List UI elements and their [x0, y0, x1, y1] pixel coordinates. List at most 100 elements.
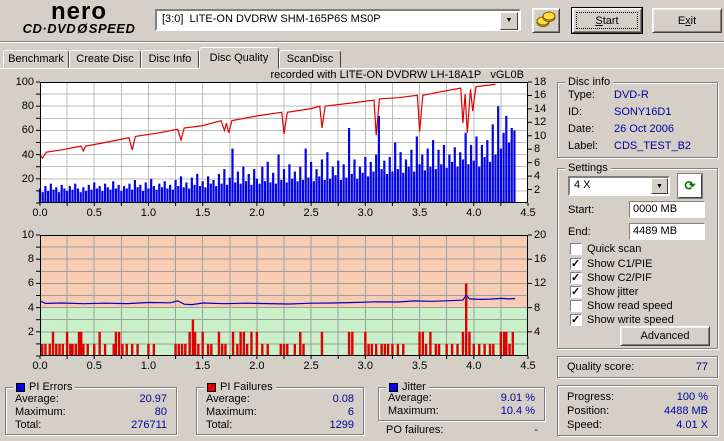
nero-wordmark: nero: [50, 0, 107, 25]
check-icon: ✓: [571, 272, 581, 284]
start-button[interactable]: Start: [571, 7, 643, 34]
chart-plot: [36, 234, 532, 359]
checkbox-quick-scan[interactable]: ✓ Quick scan: [570, 243, 641, 255]
tab-disc-quality[interactable]: Disc Quality: [199, 47, 279, 69]
jitter-legend: Jitter: [386, 381, 429, 393]
axis-tick-label: 3.0: [357, 360, 373, 372]
refresh-button[interactable]: ⟳: [678, 174, 702, 198]
disc-info-value: DVD-R: [614, 89, 649, 101]
checkbox-box[interactable]: ✓: [570, 300, 582, 312]
checkbox-label: Show jitter: [587, 286, 639, 298]
axis-tick-label: 0.0: [32, 360, 48, 372]
checkbox-box[interactable]: ✓: [570, 286, 582, 298]
stat-value: 0.08: [332, 393, 354, 405]
stat-row: Average: 20.97: [15, 393, 167, 405]
axis-tick-label: 2.0: [249, 360, 265, 372]
start-label-key: S: [595, 14, 603, 27]
disc-info-label: Date:: [568, 123, 595, 135]
axis-tick-label: 12: [534, 277, 547, 290]
stat-label: Total:: [206, 419, 233, 431]
cheese-icon: [536, 11, 556, 27]
checkbox-show-write-speed[interactable]: ✓ Show write speed: [570, 314, 674, 326]
stat-row: Total: 276711: [15, 419, 167, 431]
axis-tick-label: 4.5: [520, 360, 536, 372]
axis-tick-label: 60: [21, 124, 34, 137]
chevron-down-icon[interactable]: ▼: [500, 12, 518, 30]
tab-create-disc[interactable]: Create Disc: [69, 50, 141, 68]
chart-plot: [36, 81, 532, 206]
pi-failures-legend: PI Failures: [204, 381, 276, 393]
stat-value: 80: [154, 406, 167, 418]
checkbox-box[interactable]: ✓: [570, 272, 582, 284]
checkbox-show-c2-pif[interactable]: ✓ Show C2/PIF: [570, 272, 652, 284]
axis-tick-label: 4.0: [466, 207, 482, 219]
stat-row: Maximum: 80: [15, 406, 167, 418]
status-value: 4488 MB: [663, 405, 708, 417]
tab-benchmark[interactable]: Benchmark: [3, 50, 69, 68]
stat-label: Maximum:: [388, 405, 439, 417]
axis-tick-label: 3.5: [411, 207, 428, 219]
scan-speed-select[interactable]: 4 X ▼: [568, 176, 670, 196]
nero-logo: nero CD·DVDØSPEED: [8, 0, 150, 36]
checkbox-box[interactable]: ✓: [570, 243, 582, 255]
exit-button[interactable]: Exit: [652, 8, 722, 33]
tab-disc-info[interactable]: Disc Info: [141, 50, 199, 68]
status-panel: Progress: 100 % Position: 4488 MB Speed: 4.…: [557, 385, 718, 436]
pi-errors-bars: [38, 106, 516, 203]
stat-value: 1299: [329, 419, 354, 431]
end-field[interactable]: 4489 MB: [629, 223, 705, 240]
pi-failures-legend-label: PI Failures: [220, 381, 273, 393]
axis-tick-label: 1.5: [195, 207, 211, 219]
checkbox-show-read-speed[interactable]: ✓ Show read speed: [570, 300, 673, 312]
stat-label: Average:: [206, 393, 250, 405]
disc-info-panel: Disc info Type: DVD-R ID: SONY16D1 Date: 26…: [557, 76, 718, 158]
chart-title: recorded with LITE-ON DVDRW LH-18A1P vGL…: [270, 69, 525, 81]
advanced-button[interactable]: Advanced: [620, 326, 710, 346]
exit-label-pre: E: [677, 14, 686, 27]
checkbox-box[interactable]: ✓: [570, 314, 582, 326]
checkbox-label: Show read speed: [587, 300, 673, 312]
axis-tick-label: 2: [27, 325, 34, 338]
stat-row: Maximum: 6: [206, 406, 354, 418]
axis-tick-label: 4: [534, 170, 541, 183]
disc-info-value: CDS_TEST_B2: [614, 140, 692, 152]
tab-scandisc[interactable]: ScanDisc: [279, 50, 341, 68]
stat-label: Maximum:: [206, 406, 257, 418]
start-field[interactable]: 0000 MB: [629, 201, 705, 218]
axis-tick-label: 80: [21, 100, 34, 113]
axis-tick-label: 6: [534, 156, 541, 169]
axis-tick-label: 40: [21, 148, 34, 161]
stat-label: Average:: [15, 393, 59, 405]
eject-disc-button[interactable]: [532, 8, 560, 33]
quality-score-value: 77: [695, 361, 708, 373]
checkbox-show-jitter[interactable]: ✓ Show jitter: [570, 286, 638, 298]
axis-tick-label: 4.5: [520, 207, 536, 219]
chevron-down-icon[interactable]: ▼: [651, 178, 668, 194]
drive-select[interactable]: [3:0] LITE-ON DVDRW SHM-165P6S MS0P ▼: [155, 9, 521, 31]
refresh-icon: ⟳: [684, 178, 696, 193]
quality-score-row: Quality score: 77: [567, 361, 708, 373]
po-failures-row: PO failures: -: [386, 424, 538, 436]
check-icon: ✓: [571, 314, 581, 326]
disc-info-value: 26 Oct 2006: [614, 123, 674, 135]
red-square-icon: [207, 382, 216, 392]
status-row: Position: 4488 MB: [567, 405, 708, 417]
axis-tick-label: 4.0: [466, 360, 482, 372]
checkbox-label: Quick scan: [587, 243, 642, 255]
axis-tick-label: 0.5: [86, 207, 102, 219]
status-value: 100 %: [676, 391, 708, 403]
pi-errors-legend: PI Errors: [13, 381, 76, 393]
checkbox-box[interactable]: ✓: [570, 258, 582, 270]
stat-row: Average: 9.01 %: [388, 392, 535, 404]
axis-tick-label: 18: [534, 76, 547, 88]
pi-failures-jitter-chart: 10 8 6 4 2 20 16 12 8 4 0.0 0.5 1.0 1.5 2.0 2.5 3.0 3.5 4.…: [22, 229, 547, 372]
disc-info-value: SONY16D1: [614, 106, 672, 118]
stat-row: Average: 0.08: [206, 393, 354, 405]
jitter-line: [39, 293, 516, 306]
axis-tick-label: 16: [534, 89, 547, 102]
checkbox-show-c1-pie[interactable]: ✓ Show C1/PIE: [570, 258, 652, 270]
stat-row: Total: 1299: [206, 419, 354, 431]
stat-value: 6: [347, 406, 354, 418]
quality-score-panel: Quality score: 77: [557, 356, 718, 378]
